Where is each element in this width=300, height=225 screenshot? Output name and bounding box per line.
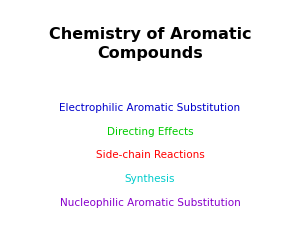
Text: Chemistry of Aromatic
Compounds: Chemistry of Aromatic Compounds <box>49 27 251 61</box>
Text: Electrophilic Aromatic Substitution: Electrophilic Aromatic Substitution <box>59 103 241 113</box>
Text: Nucleophilic Aromatic Substitution: Nucleophilic Aromatic Substitution <box>60 198 240 207</box>
Text: Side-chain Reactions: Side-chain Reactions <box>96 150 204 160</box>
Text: Synthesis: Synthesis <box>125 174 175 184</box>
Text: Directing Effects: Directing Effects <box>107 127 193 137</box>
